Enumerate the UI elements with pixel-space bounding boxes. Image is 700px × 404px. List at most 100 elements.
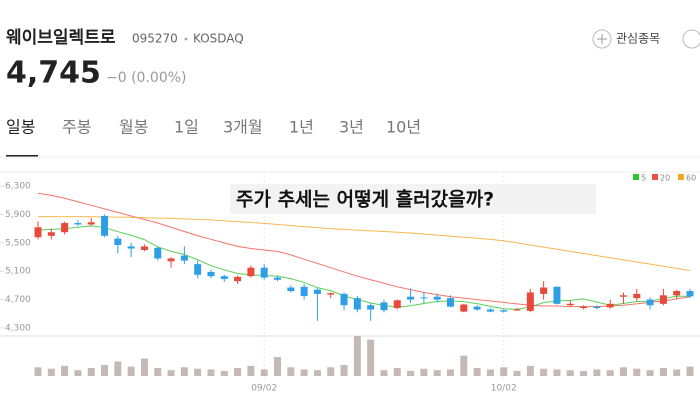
period-tab[interactable]: 1일 [174,118,199,137]
y-tick-label: 5,500 [5,238,31,248]
y-tick-label: 4,300 [5,323,31,333]
candle-body [167,258,175,262]
volume-bar [313,370,321,376]
candle-body [473,306,481,310]
candle-body [420,297,428,299]
separator [184,37,188,41]
candle-body [460,304,468,312]
period-tab[interactable]: 3개월 [223,118,263,137]
volume-bar [486,369,494,376]
volume-bar [526,365,534,376]
candle-body [393,300,401,309]
volume-bar [154,368,162,376]
candle-body [340,293,348,306]
volume-bar [446,369,454,376]
legend-swatch [633,174,639,180]
candle-body [367,305,375,310]
candle-body [207,271,215,277]
volume-bar [101,365,109,376]
y-tick-label: 5,900 [5,210,31,220]
legend-swatch [652,174,658,180]
candle-body [526,292,534,311]
volume-bar [673,369,681,376]
volume-bar [393,368,401,376]
candle-body [180,255,188,261]
volume-bar [260,369,268,376]
volume-bar [380,370,388,376]
volume-bar [140,358,148,376]
volume-bar [353,336,361,376]
candle-body [486,309,494,312]
ma-line [37,225,691,310]
y-tick-label: 6,300 [5,182,31,192]
period-tab[interactable]: 10년 [386,118,421,137]
candle-body [114,238,122,245]
volume-bar [61,365,69,376]
volume-bar [500,367,508,376]
watch-button[interactable]: 관심종목 [616,32,660,46]
volume-bar [180,367,188,376]
candle-body [140,246,148,250]
legend-label: 5 [641,174,646,183]
volume-bar [340,365,348,376]
ma-line [38,216,691,272]
period-tab[interactable]: 일봉 [6,118,35,137]
more-icon[interactable] [682,29,700,49]
candle-body [87,222,95,225]
volume-bar [247,365,255,376]
volume-bar [194,368,202,376]
period-tab[interactable]: 1년 [289,118,314,137]
candle-body [540,287,548,294]
volume-bar [114,361,122,376]
volume-bar [300,369,308,376]
candle-body [686,291,694,297]
period-tab[interactable]: 3년 [339,118,364,137]
legend-label: 60 [686,174,696,183]
price: 4,745 [6,56,101,91]
candle-body [287,287,295,292]
candle-body [327,293,335,295]
volume-bar [633,368,641,376]
volume-bar [420,368,428,376]
candle-body [580,306,588,309]
candle-body [407,296,415,300]
price-change: −0 (0.00%) [106,70,187,86]
volume-bar [220,370,228,376]
plus [597,34,607,44]
candle-body [101,215,109,236]
candle-body [380,302,388,311]
volume-bar [606,370,614,376]
volume-bar [659,368,667,376]
candle-body [234,276,242,282]
volume-bar [646,370,654,376]
stock-name: 웨이브일렉트로 [6,28,116,48]
candle-body [74,223,82,225]
candle-body [260,267,268,278]
period-tab[interactable]: 주봉 [62,118,91,137]
candle-body [154,247,162,259]
legend-swatch [678,174,684,180]
candle-body [274,277,282,280]
candle-body [513,309,521,311]
volume-bar [127,366,135,376]
volume-bar [473,368,481,376]
candle-body [633,293,641,299]
volume-bar [47,368,55,376]
x-tick-label: 10/02 [491,384,517,394]
watch-icon[interactable] [592,29,612,49]
volume-bar [407,370,415,376]
ma-line [37,192,691,308]
candle-body [500,310,508,312]
volume-bar [327,367,335,376]
volume-bar [580,370,588,376]
period-tab[interactable]: 월봉 [119,118,148,137]
volume-bar [207,369,215,376]
y-tick-label: 4,700 [5,295,31,305]
candle-body [127,246,135,249]
volume-bar [74,370,82,376]
volume-bar [593,369,601,376]
legend-label: 20 [660,174,670,183]
candle-body [194,264,202,275]
candle-body [247,267,255,277]
